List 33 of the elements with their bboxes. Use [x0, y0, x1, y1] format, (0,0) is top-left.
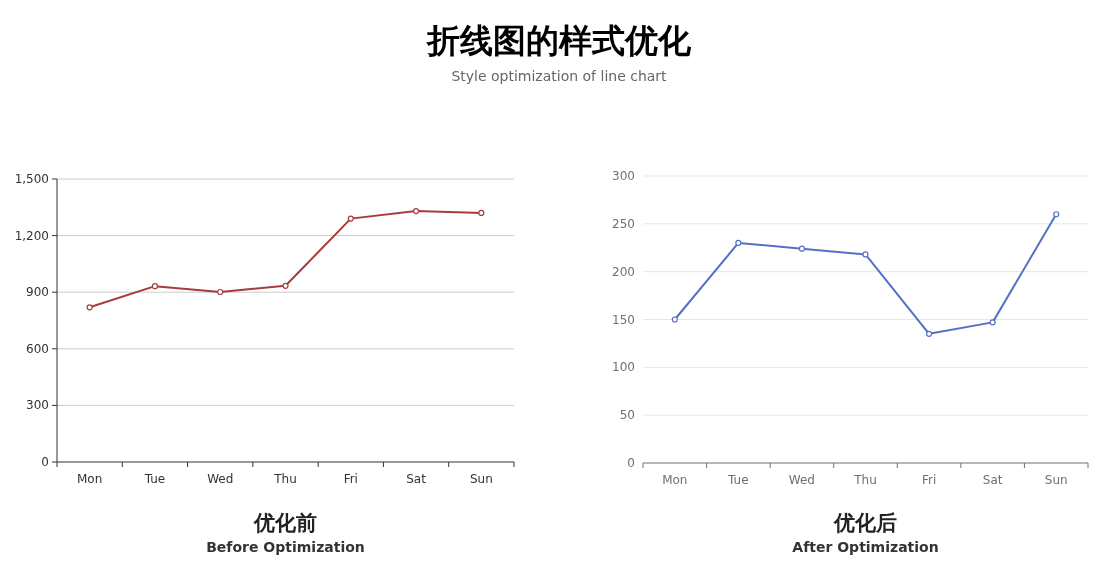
x-tick-label: Thu	[273, 472, 297, 486]
x-tick-label: Sun	[469, 472, 493, 486]
text: 折线图的样式优化	[426, 21, 692, 60]
x-tick-label: Sun	[1044, 473, 1068, 487]
y-tick-label: 0	[41, 455, 49, 469]
text: Before Optimization	[206, 539, 365, 555]
y-tick-label: 300	[612, 169, 635, 183]
x-tick-label: Sat	[406, 472, 427, 486]
text: After Optimization	[792, 539, 939, 555]
x-tick-label: Tue	[727, 473, 749, 487]
y-tick-label: 1,500	[14, 172, 49, 186]
x-tick-label: Thu	[853, 473, 877, 487]
x-tick-label: Tue	[143, 472, 166, 486]
y-tick-label: 200	[612, 264, 635, 279]
y-tick-label: 150	[612, 312, 635, 327]
text: 优化前	[253, 511, 317, 535]
y-tick-label: 900	[26, 285, 49, 300]
x-tick-label: Mon	[662, 473, 688, 487]
text: 优化后	[833, 511, 897, 535]
x-tick-label: Fri	[343, 472, 358, 486]
y-tick-label: 50	[619, 408, 635, 423]
x-tick-label: Wed	[788, 473, 816, 487]
y-tick-label: 1,200	[14, 228, 49, 243]
x-tick-label: Fri	[921, 473, 937, 487]
y-tick-label: 250	[612, 216, 635, 231]
x-tick-label: Sat	[982, 473, 1003, 487]
y-tick-label: 0	[627, 456, 635, 470]
y-tick-label: 100	[612, 360, 635, 375]
x-tick-label: Wed	[207, 472, 234, 486]
y-tick-label: 600	[26, 341, 49, 356]
text: Style optimization of line chart	[451, 68, 668, 84]
y-tick-label: 300	[26, 398, 49, 413]
x-tick-label: Mon	[76, 472, 103, 486]
